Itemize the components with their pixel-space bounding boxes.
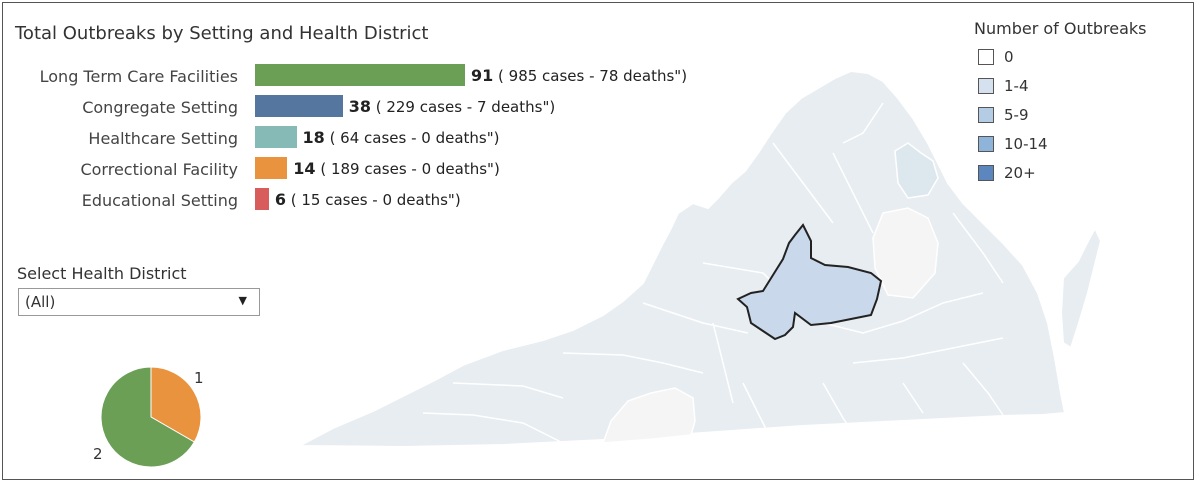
dropdown-value: (All) — [25, 293, 56, 311]
legend-swatch — [978, 49, 994, 65]
bar-value: 38 — [348, 97, 371, 116]
bar[interactable] — [255, 64, 465, 86]
legend-swatch — [978, 78, 994, 94]
legend-label: 5-9 — [1004, 106, 1029, 124]
bar[interactable] — [255, 157, 288, 179]
chart-title: Total Outbreaks by Setting and Health Di… — [15, 23, 429, 44]
map-district-borders — [422, 102, 1004, 444]
bar-annotation: ( 229 cases - 7 deaths") — [370, 98, 556, 116]
bar-annotation: ( 985 cases - 78 deaths") — [493, 67, 688, 85]
legend-label: 10-14 — [1004, 135, 1048, 153]
bar-annotation: ( 15 cases - 0 deaths") — [285, 191, 461, 209]
bar-category-label: Congregate Setting — [82, 98, 238, 117]
bar[interactable] — [255, 126, 297, 148]
bar-value-label: 91 ( 985 cases - 78 deaths") — [471, 66, 687, 85]
bar-annotation: ( 64 cases - 0 deaths") — [324, 129, 500, 147]
map-state-fill — [298, 69, 1067, 449]
legend-swatch — [978, 136, 994, 152]
map-district-selected[interactable] — [736, 223, 883, 341]
map-district-zero-a — [872, 207, 939, 299]
map-eastern-shore — [1059, 225, 1103, 350]
legend-swatch — [978, 107, 994, 123]
pie-slice[interactable] — [100, 366, 195, 468]
pie-label-1: 1 — [194, 369, 204, 387]
bar-category-label: Healthcare Setting — [88, 129, 238, 148]
bar-category-label: Correctional Facility — [80, 160, 238, 179]
bar-category-label: Long Term Care Facilities — [39, 67, 238, 86]
bar-value: 91 — [471, 66, 494, 85]
filter-label: Select Health District — [17, 264, 187, 283]
virginia-map[interactable] — [3, 3, 1194, 480]
dashboard: Total Outbreaks by Setting and Health Di… — [2, 2, 1194, 480]
legend-label: 1-4 — [1004, 77, 1029, 95]
chevron-down-icon[interactable]: ▼ — [238, 294, 247, 307]
bar-value: 6 — [274, 190, 286, 209]
pie-chart[interactable] — [91, 357, 211, 477]
bar-category-label: Educational Setting — [81, 191, 238, 210]
bar-value: 18 — [302, 128, 325, 147]
bar[interactable] — [255, 188, 269, 210]
map-district-northern — [894, 142, 939, 199]
bar-value-label: 14 ( 189 cases - 0 deaths") — [293, 159, 500, 178]
bar-value-label: 6 ( 15 cases - 0 deaths") — [275, 190, 461, 209]
health-district-dropdown[interactable]: (All) ▼ — [18, 288, 260, 316]
legend-label: 0 — [1004, 48, 1014, 66]
legend-swatch — [978, 165, 994, 181]
bar[interactable] — [255, 95, 343, 117]
bar-value-label: 38 ( 229 cases - 7 deaths") — [349, 97, 556, 116]
bar-value-label: 18 ( 64 cases - 0 deaths") — [303, 128, 500, 147]
bar-annotation: ( 189 cases - 0 deaths") — [315, 160, 500, 178]
pie-slice[interactable] — [150, 366, 202, 443]
legend-label: 20+ — [1004, 164, 1036, 182]
legend-title: Number of Outbreaks — [974, 19, 1147, 38]
pie-label-2: 2 — [93, 445, 103, 463]
map-district-zero-b — [601, 387, 696, 444]
bar-value: 14 — [293, 159, 316, 178]
